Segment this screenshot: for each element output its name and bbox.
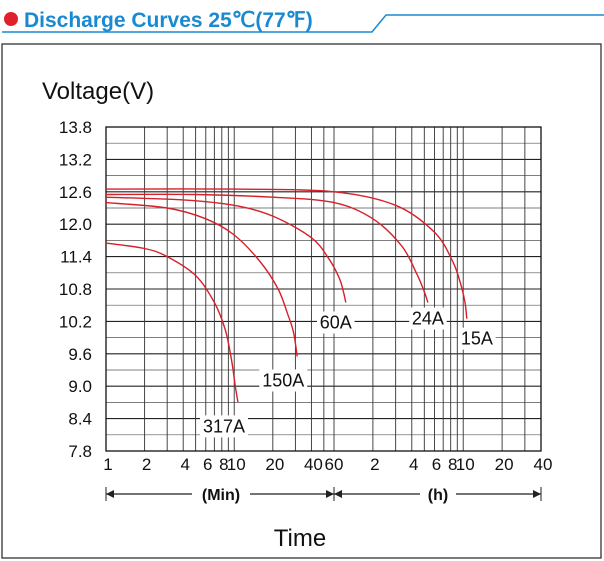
x-tick-label-min: 20 [265, 455, 284, 474]
x-tick-label-h: 2 [370, 455, 379, 474]
y-tick-label: 10.2 [59, 312, 92, 331]
x-tick-label-h: 20 [495, 455, 514, 474]
y-tick-label: 12.6 [59, 183, 92, 202]
y-tick-label: 13.8 [59, 118, 92, 137]
series-label-bg [259, 369, 308, 392]
series-label-15A: 15A [461, 329, 493, 349]
series-labels: 317A 150A 60A 24A 15A [199, 307, 496, 438]
x-tick-label-min: 40 [304, 455, 323, 474]
y-tick-label: 12.0 [59, 215, 92, 234]
min-range-arrow-left [106, 490, 114, 498]
y-axis-title: Voltage(V) [42, 78, 154, 105]
series-line-317A [105, 242, 239, 403]
x-tick-label-min: 8 [219, 455, 228, 474]
chart-series [105, 188, 468, 403]
chart-header: Discharge Curves 25℃(77℉) [2, 9, 604, 33]
y-tick-label: 8.4 [68, 410, 92, 429]
x-unit-indicators: (Min) (h) [105, 487, 542, 504]
y-tick-label: 7.8 [68, 442, 92, 461]
y-tick-label: 10.8 [59, 280, 92, 299]
chart-title: Discharge Curves 25℃(77℉) [24, 9, 313, 32]
x-tick-label-min: 60 [325, 455, 344, 474]
x-tick-label-min: 4 [180, 455, 189, 474]
h-range-arrow-right [533, 490, 541, 498]
series-line-24A [105, 193, 429, 303]
series-label-bg [199, 415, 248, 438]
series-label-bg [317, 311, 355, 334]
x-tick-label-h: 4 [409, 455, 418, 474]
x-tick-label-min: 2 [142, 455, 151, 474]
chart-grid [105, 126, 542, 452]
series-label-bg [409, 307, 447, 330]
series-line-15A [105, 188, 468, 319]
h-range-arrow-left [334, 490, 342, 498]
x-tick-label-min: 1 [103, 455, 112, 474]
y-tick-label: 9.6 [68, 345, 92, 364]
x-unit-min: (Min) [202, 487, 240, 504]
title-bullet-icon [4, 12, 18, 26]
x-tick-label-h: 10 [456, 455, 475, 474]
series-label-150A: 150A [262, 371, 304, 391]
x-tick-label-h: 40 [534, 455, 553, 474]
title-underline [2, 14, 604, 33]
series-line-60A [105, 196, 347, 303]
x-tick-label-min: 6 [203, 455, 212, 474]
y-tick-labels: 13.8 13.2 12.6 12.0 11.4 10.8 10.2 9.6 9.0 8.4 7.8 [59, 118, 92, 461]
y-tick-label: 9.0 [68, 377, 92, 396]
x-tick-label-h: 8 [448, 455, 457, 474]
series-label-24A: 24A [412, 309, 444, 329]
series-label-bg [458, 327, 496, 350]
min-range-arrow-right [326, 490, 334, 498]
x-tick-label-min: 10 [227, 455, 246, 474]
x-tick-labels: 1 2 4 6 810 20 40 60 2 4 6 810 20 40 [103, 455, 552, 474]
series-label-60A: 60A [320, 313, 352, 333]
y-tick-label: 11.4 [60, 248, 92, 267]
series-line-150A [105, 201, 298, 357]
plot-border [105, 126, 542, 452]
chart-frame [1, 43, 602, 559]
series-label-317A: 317A [203, 416, 245, 436]
x-unit-h: (h) [428, 487, 448, 504]
x-axis-title: Time [274, 525, 326, 552]
y-tick-label: 13.2 [59, 150, 92, 169]
x-tick-label-h: 6 [432, 455, 441, 474]
